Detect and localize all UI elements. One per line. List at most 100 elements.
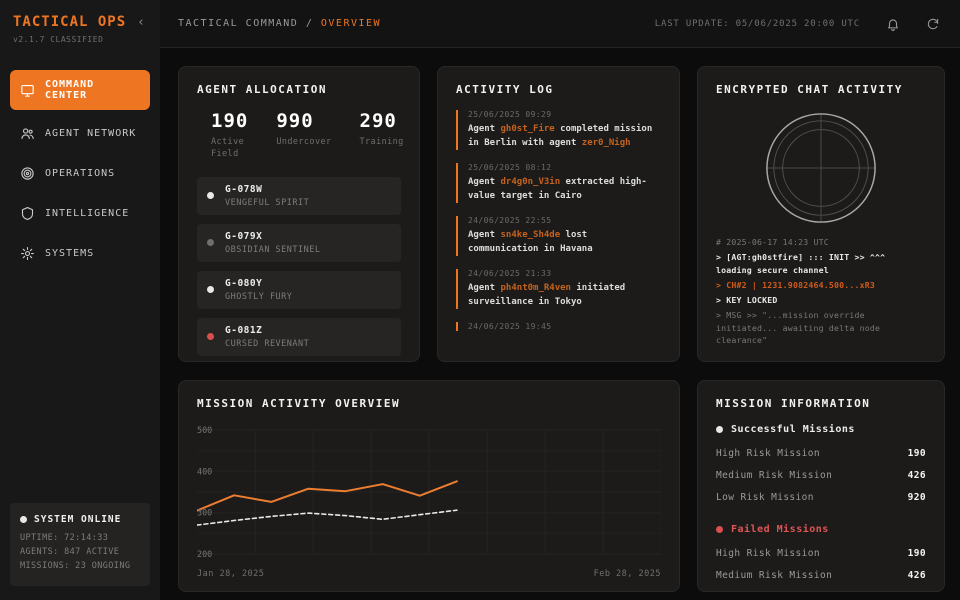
- mission-row-value: 190: [907, 448, 926, 459]
- agent-name: VENGEFUL SPIRIT: [225, 197, 310, 208]
- chat-terminal: # 2025-06-17 14:23 UTC > [AGT:gh0stfire] …: [716, 236, 926, 346]
- agent-status-dot-icon: [207, 286, 214, 294]
- refresh-icon[interactable]: [926, 17, 940, 31]
- agent-handle: ph4nt0m_R4ven: [500, 283, 571, 293]
- radar-crosshair-icon: [716, 110, 926, 226]
- mission-group-dot-icon: [716, 526, 723, 533]
- sidebar-item-label: OPERATIONS: [45, 168, 116, 179]
- mission-row-label: Medium Risk Mission: [716, 570, 833, 581]
- agent-allocation-card: AGENT ALLOCATION 190 Active Field 990 Under…: [178, 66, 420, 362]
- log-timestamp: 24/06/2025 21:33: [468, 269, 552, 278]
- log-entry: 25/06/2025 09:29 Agent gh0st_Fire complet…: [456, 110, 661, 150]
- mission-group-label: Successful Missions: [731, 424, 855, 435]
- breadcrumb-root[interactable]: TACTICAL COMMAND: [178, 18, 299, 29]
- online-dot-icon: [20, 516, 27, 523]
- agent-stats: 190 Active Field 990 Undercover 290 Training: [197, 110, 404, 161]
- activity-log-list: 25/06/2025 09:29 Agent gh0st_Fire complet…: [456, 110, 661, 331]
- bell-icon[interactable]: [886, 17, 900, 31]
- agent-row-text: G-081Z CURSED REVENANT: [225, 325, 309, 349]
- sidebar-item-operations[interactable]: OPERATIONS: [10, 157, 150, 190]
- agent-row-text: G-080Y GHOSTLY FURY: [225, 278, 292, 302]
- encrypted-chat-card: ENCRYPTED CHAT ACTIVITY # 2025-06-17 14:…: [697, 66, 945, 362]
- chat-line: > [AGT:gh0stfire] ::: INIT >> ^^^ loadin…: [716, 252, 886, 275]
- mission-info-groups: Successful Missions High Risk Mission 190 M…: [716, 424, 926, 591]
- agent-handle: dr4g0n_V3in: [500, 177, 561, 187]
- agent-status-dot-icon: [207, 239, 214, 247]
- chat-line: > MSG >> "...mission override initiated.…: [716, 310, 881, 346]
- chart-x-axis: Jan 28, 2025 Feb 28, 2025: [197, 569, 661, 579]
- agent-code: G-080Y: [225, 277, 263, 289]
- agent-stat: 190 Active Field: [211, 110, 248, 161]
- mission-activity-card: MISSION ACTIVITY OVERVIEW 200 300 400 500 J…: [178, 380, 680, 592]
- app-version: v2.1.7 CLASSIFIED: [13, 35, 104, 44]
- log-timestamp: 25/06/2025 09:29: [468, 110, 552, 119]
- sidebar-item-intelligence[interactable]: INTELLIGENCE: [10, 197, 150, 230]
- breadcrumb-separator: /: [298, 18, 321, 29]
- mission-info-card: MISSION INFORMATION Successful Missions H…: [697, 380, 945, 592]
- topbar: TACTICAL COMMAND / OVERVIEW LAST UPDATE:…: [160, 0, 960, 48]
- svg-text:300: 300: [197, 508, 212, 518]
- mission-row: Medium Risk Mission 426: [716, 470, 926, 481]
- agent-row[interactable]: G-081Z CURSED REVENANT: [197, 317, 401, 356]
- app-title: TACTICAL OPS: [13, 14, 127, 30]
- log-message: Agent ph4nt0m_R4ven initiated surveillan…: [468, 283, 626, 307]
- mission-row-label: Low Risk Mission: [716, 492, 814, 503]
- system-status-panel: SYSTEM ONLINE UPTIME: 72:14:33 AGENTS: 84…: [10, 503, 150, 586]
- activity-log-card: ACTIVITY LOG 25/06/2025 09:29 Agent gh0st…: [437, 66, 680, 362]
- chat-line: > KEY LOCKED: [716, 295, 778, 306]
- sidebar-item-label: SYSTEMS: [45, 248, 95, 259]
- mission-row: High Risk Mission 190: [716, 448, 926, 459]
- dashboard-content: AGENT ALLOCATION 190 Active Field 990 Under…: [160, 48, 960, 600]
- log-timestamp: 24/06/2025 22:55: [468, 216, 552, 225]
- encrypted-chat-title: ENCRYPTED CHAT ACTIVITY: [716, 83, 903, 96]
- agent-status-dot-icon: [207, 192, 214, 200]
- main-area: TACTICAL COMMAND / OVERVIEW LAST UPDATE:…: [160, 0, 960, 600]
- mission-row-value: 426: [907, 570, 926, 581]
- sidebar-collapse-icon[interactable]: ‹: [137, 15, 145, 30]
- sidebar-nav: COMMAND CENTER AGENT NETWORK OPERATIONS INT…: [10, 70, 150, 277]
- sidebar: TACTICAL OPS v2.1.7 CLASSIFIED ‹ COMMAND…: [0, 0, 160, 600]
- mission-row-value: 190: [907, 548, 926, 559]
- chat-line: # 2025-06-17 14:23 UTC: [716, 237, 829, 247]
- sidebar-item-agent-network[interactable]: AGENT NETWORK: [10, 117, 150, 150]
- agent-stat-label: Active Field: [211, 137, 245, 159]
- system-status-header: SYSTEM ONLINE: [20, 514, 140, 525]
- agent-row[interactable]: G-080Y GHOSTLY FURY: [197, 270, 401, 309]
- x-axis-start-label: Jan 28, 2025: [197, 569, 265, 579]
- agent-allocation-title: AGENT ALLOCATION: [197, 83, 327, 96]
- sidebar-item-command-center[interactable]: COMMAND CENTER: [10, 70, 150, 110]
- mission-row-label: High Risk Mission: [716, 548, 821, 559]
- mission-row: Low Risk Mission 920: [716, 492, 926, 503]
- gear-icon: [20, 246, 35, 261]
- agent-stat-value: 290: [359, 110, 397, 132]
- sidebar-item-label: COMMAND CENTER: [45, 79, 95, 101]
- agent-code: G-078W: [225, 183, 263, 195]
- log-entry: 25/06/2025 08:12 Agent dr4g0n_V3in extrac…: [456, 163, 661, 203]
- mission-row-label: Medium Risk Mission: [716, 470, 833, 481]
- system-status-line: MISSIONS: 23 ONGOING: [20, 561, 131, 571]
- agent-stat: 290 Training: [360, 110, 404, 161]
- mission-activity-title: MISSION ACTIVITY OVERVIEW: [197, 397, 401, 410]
- mission-activity-chart: 200 300 400 500: [197, 425, 661, 559]
- system-status-title: SYSTEM ONLINE: [34, 514, 122, 525]
- log-entry: 24/06/2025 19:45: [456, 322, 661, 331]
- mission-row-value: 426: [907, 470, 926, 481]
- log-timestamp: 25/06/2025 08:12: [468, 163, 552, 172]
- agent-code: G-079X: [225, 230, 263, 242]
- agent-stat-label: Training: [359, 137, 404, 147]
- agent-name: CURSED REVENANT: [225, 338, 310, 349]
- agent-row[interactable]: G-079X OBSIDIAN SENTINEL: [197, 223, 401, 262]
- system-status-line: AGENTS: 847 ACTIVE: [20, 547, 120, 557]
- svg-text:200: 200: [197, 549, 212, 559]
- agent-code: G-081Z: [225, 324, 263, 336]
- agent-row[interactable]: G-078W VENGEFUL SPIRIT: [197, 176, 401, 215]
- sidebar-item-systems[interactable]: SYSTEMS: [10, 237, 150, 270]
- agent-handle: zer0_Nigh: [581, 137, 631, 148]
- log-message: Agent sn4ke_Sh4de lost communication in …: [468, 230, 593, 254]
- svg-text:400: 400: [197, 466, 212, 476]
- agent-handle: gh0st_Fire: [500, 124, 555, 134]
- sidebar-item-label: AGENT NETWORK: [45, 128, 137, 139]
- svg-text:500: 500: [197, 425, 212, 435]
- last-update-label: LAST UPDATE: 05/06/2025 20:00 UTC: [654, 18, 860, 29]
